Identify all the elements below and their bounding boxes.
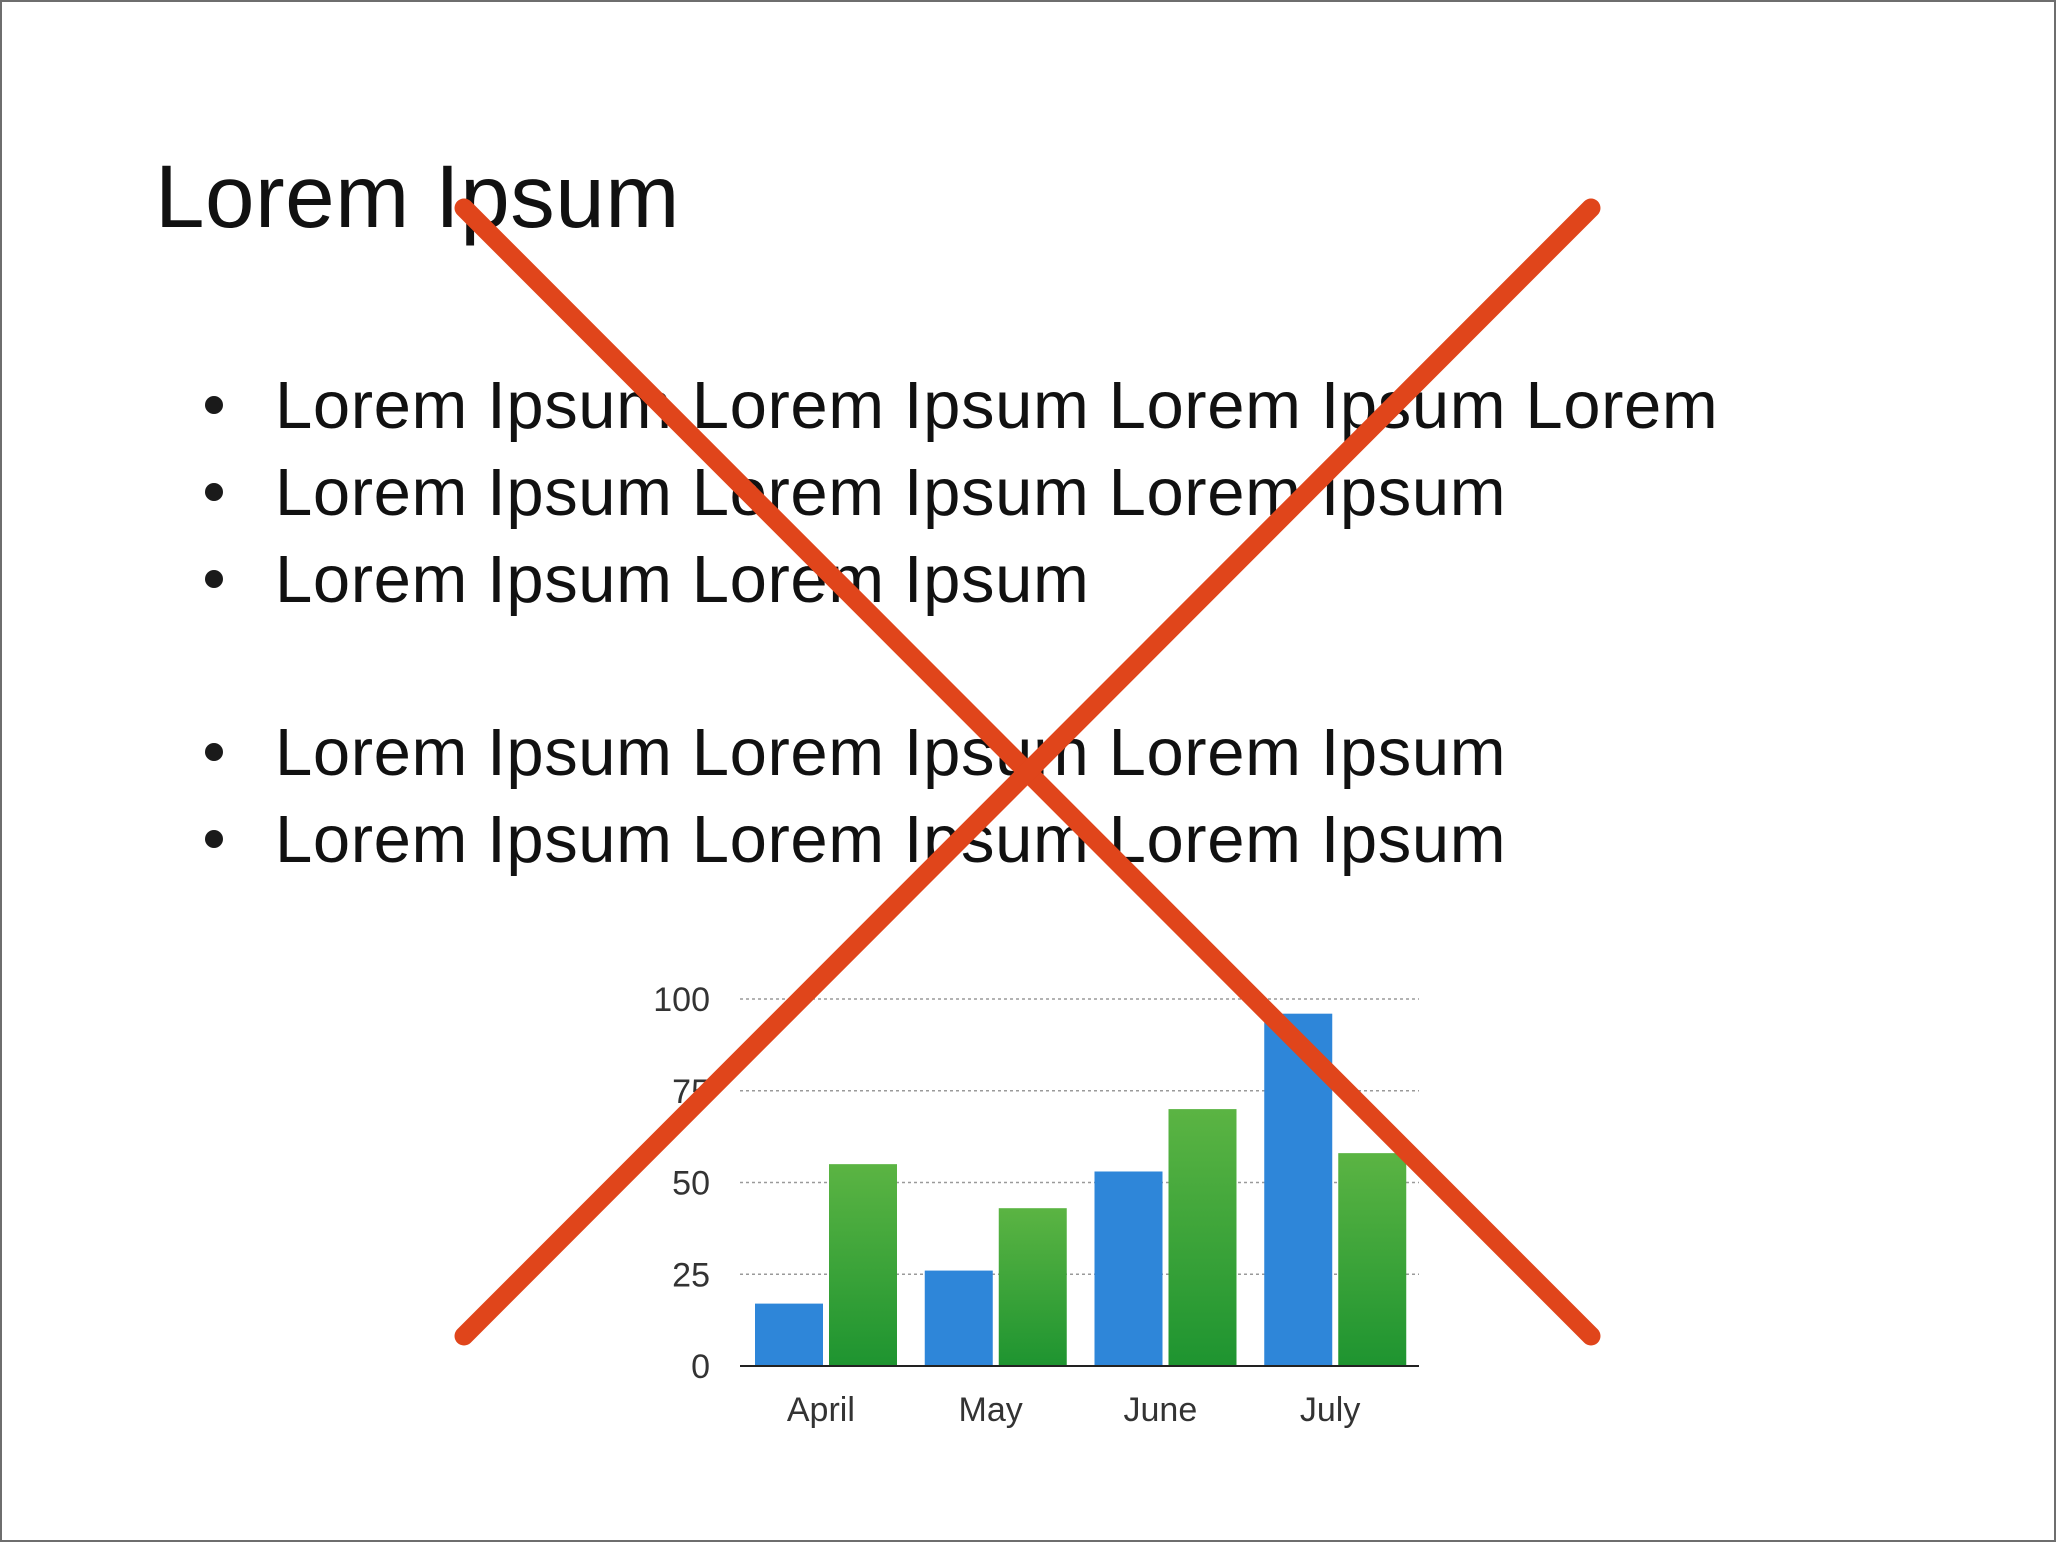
bar-april-series-1 xyxy=(755,1303,823,1366)
bullet-point-icon xyxy=(205,396,223,414)
x-tick-label: July xyxy=(1300,1391,1360,1429)
bar-june-series-1 xyxy=(1094,1171,1163,1366)
x-tick-label: April xyxy=(787,1391,855,1429)
y-tick-label: 75 xyxy=(672,1073,710,1111)
bullet-point-icon xyxy=(205,830,223,848)
bar-july-series-1 xyxy=(1264,1013,1333,1366)
bullet-point-icon xyxy=(205,570,223,588)
bar-may-series-1 xyxy=(924,1270,993,1366)
chart-bars xyxy=(755,1013,1407,1366)
x-tick-label: June xyxy=(1124,1391,1198,1429)
y-tick-label: 0 xyxy=(691,1348,710,1386)
y-tick-label: 100 xyxy=(653,981,710,1019)
y-tick-label: 25 xyxy=(672,1256,710,1294)
bar-may-series-2 xyxy=(998,1208,1067,1366)
y-tick-label: 50 xyxy=(672,1165,710,1203)
bar-july-series-2 xyxy=(1338,1153,1407,1366)
bullet-point-icon xyxy=(205,743,223,761)
x-tick-label: May xyxy=(959,1391,1023,1429)
bar-june-series-2 xyxy=(1168,1109,1237,1366)
bar-april-series-2 xyxy=(829,1164,897,1366)
bullet-point-icon xyxy=(205,483,223,501)
